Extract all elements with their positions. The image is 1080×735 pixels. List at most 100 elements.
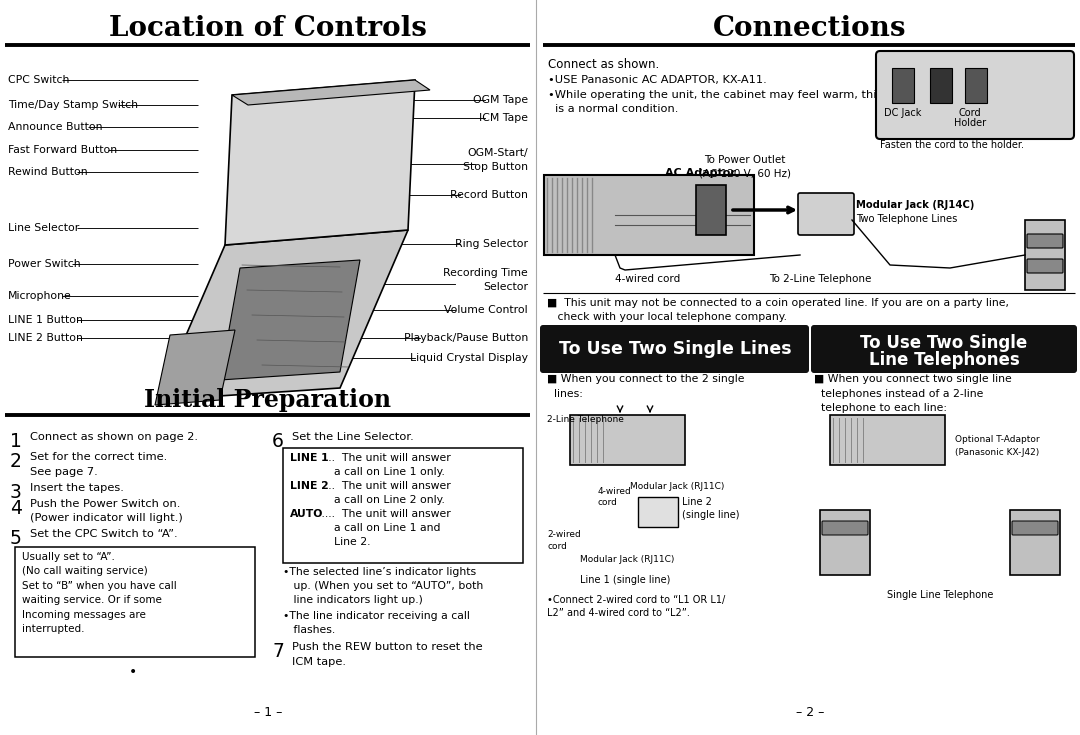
Text: Cord: Cord xyxy=(959,108,982,118)
Text: See page 7.: See page 7. xyxy=(30,467,98,477)
Text: LINE 2 Button: LINE 2 Button xyxy=(8,333,83,343)
Text: Push the REW button to reset the: Push the REW button to reset the xyxy=(292,642,483,652)
Text: 6: 6 xyxy=(272,432,284,451)
Text: 2: 2 xyxy=(10,452,22,471)
Text: Line 2.: Line 2. xyxy=(334,537,370,547)
Text: Modular Jack (RJ11C): Modular Jack (RJ11C) xyxy=(580,555,674,564)
Text: Single Line Telephone: Single Line Telephone xyxy=(887,590,994,600)
Text: (AC 120 V, 60 Hz): (AC 120 V, 60 Hz) xyxy=(699,168,791,178)
Text: ■ When you connect to the 2 single: ■ When you connect to the 2 single xyxy=(546,374,744,384)
Text: 4-wired cord: 4-wired cord xyxy=(616,274,680,284)
Bar xyxy=(831,415,945,465)
Text: ....  The unit will answer: .... The unit will answer xyxy=(318,453,450,463)
Text: AUTO: AUTO xyxy=(291,509,323,519)
Text: Set the CPC Switch to “A”.: Set the CPC Switch to “A”. xyxy=(30,529,177,539)
Text: LINE 1: LINE 1 xyxy=(291,453,328,463)
Bar xyxy=(930,68,951,103)
Text: a call on Line 2 only.: a call on Line 2 only. xyxy=(334,495,445,505)
FancyBboxPatch shape xyxy=(1012,521,1058,535)
Text: Line 2: Line 2 xyxy=(681,497,712,507)
FancyBboxPatch shape xyxy=(822,521,868,535)
Text: ICM Tape: ICM Tape xyxy=(480,113,528,123)
Text: Announce Button: Announce Button xyxy=(8,122,103,132)
Text: (single line): (single line) xyxy=(681,510,740,520)
Text: CPC Switch: CPC Switch xyxy=(8,75,69,85)
Text: Modular Jack (RJ14C): Modular Jack (RJ14C) xyxy=(856,200,974,210)
Polygon shape xyxy=(232,80,430,105)
Text: Insert the tapes.: Insert the tapes. xyxy=(30,483,124,493)
Text: DC Jack: DC Jack xyxy=(885,108,921,118)
Text: 3: 3 xyxy=(10,483,22,502)
Text: Selector: Selector xyxy=(483,282,528,292)
Text: – 1 –: – 1 – xyxy=(254,706,282,719)
Text: 1: 1 xyxy=(10,432,22,451)
Text: Rewind Button: Rewind Button xyxy=(8,167,87,177)
Text: LINE 1 Button: LINE 1 Button xyxy=(8,315,83,325)
Text: To Use Two Single Lines: To Use Two Single Lines xyxy=(558,340,792,358)
Text: 7: 7 xyxy=(272,642,284,661)
Polygon shape xyxy=(225,80,415,245)
Bar xyxy=(966,68,987,103)
FancyBboxPatch shape xyxy=(811,325,1077,373)
Text: To 2-Line Telephone: To 2-Line Telephone xyxy=(769,274,872,284)
Text: To Use Two Single: To Use Two Single xyxy=(861,334,1028,352)
Text: Location of Controls: Location of Controls xyxy=(109,15,427,41)
Text: ....  The unit will answer: .... The unit will answer xyxy=(318,481,450,491)
Text: AC Adaptor: AC Adaptor xyxy=(664,168,735,178)
FancyBboxPatch shape xyxy=(876,51,1074,139)
Text: Playback/Pause Button: Playback/Pause Button xyxy=(404,333,528,343)
Text: Two Telephone Lines: Two Telephone Lines xyxy=(856,214,957,224)
FancyBboxPatch shape xyxy=(1027,234,1063,248)
Text: telephone to each line:: telephone to each line: xyxy=(821,403,947,413)
FancyBboxPatch shape xyxy=(283,448,523,563)
Text: 5: 5 xyxy=(10,529,22,548)
Text: Line 1 (single line): Line 1 (single line) xyxy=(580,575,671,585)
Text: Power Switch: Power Switch xyxy=(8,259,81,269)
Text: Fasten the cord to the holder.: Fasten the cord to the holder. xyxy=(880,140,1024,150)
Text: •The selected line’s indicator lights: •The selected line’s indicator lights xyxy=(283,567,476,577)
Text: is a normal condition.: is a normal condition. xyxy=(555,104,678,114)
Text: Modular Jack (RJ11C): Modular Jack (RJ11C) xyxy=(630,482,725,491)
Text: Volume Control: Volume Control xyxy=(444,305,528,315)
Text: Set for the correct time.: Set for the correct time. xyxy=(30,452,167,462)
Text: lines:: lines: xyxy=(554,389,583,399)
Text: Recording Time: Recording Time xyxy=(443,268,528,278)
Text: 2-Line Telephone: 2-Line Telephone xyxy=(546,415,624,424)
Text: Connect as shown.: Connect as shown. xyxy=(548,58,659,71)
Bar xyxy=(1010,510,1059,575)
Text: Connections: Connections xyxy=(713,15,907,41)
Text: •: • xyxy=(129,665,137,679)
Text: up. (When you set to “AUTO”, both: up. (When you set to “AUTO”, both xyxy=(283,581,483,591)
Text: LINE 2: LINE 2 xyxy=(291,481,328,491)
Bar xyxy=(570,415,685,465)
Text: (Panasonic KX-J42): (Panasonic KX-J42) xyxy=(955,448,1039,457)
Text: Set the Line Selector.: Set the Line Selector. xyxy=(292,432,414,442)
Text: 2-wired: 2-wired xyxy=(546,530,581,539)
Text: Record Button: Record Button xyxy=(450,190,528,200)
Text: L2” and 4-wired cord to “L2”.: L2” and 4-wired cord to “L2”. xyxy=(546,608,690,618)
Text: Time/Day Stamp Switch: Time/Day Stamp Switch xyxy=(8,100,138,110)
Bar xyxy=(892,68,914,103)
Bar xyxy=(1025,220,1065,290)
Bar xyxy=(696,185,726,235)
FancyBboxPatch shape xyxy=(1027,259,1063,273)
Text: a call on Line 1 only.: a call on Line 1 only. xyxy=(334,467,445,477)
Text: Initial Preparation: Initial Preparation xyxy=(145,388,391,412)
Text: Holder: Holder xyxy=(954,118,986,128)
Bar xyxy=(638,497,678,527)
Text: Line Telephones: Line Telephones xyxy=(868,351,1020,369)
Text: Stop Button: Stop Button xyxy=(463,162,528,172)
Bar xyxy=(544,175,754,255)
Text: •While operating the unit, the cabinet may feel warm, this: •While operating the unit, the cabinet m… xyxy=(548,90,882,100)
Text: •USE Panasonic AC ADAPTOR, KX-A11.: •USE Panasonic AC ADAPTOR, KX-A11. xyxy=(548,75,767,85)
Polygon shape xyxy=(156,330,235,405)
Text: 4-wired: 4-wired xyxy=(598,487,632,496)
FancyBboxPatch shape xyxy=(15,547,255,657)
Text: cord: cord xyxy=(546,542,567,551)
Text: flashes.: flashes. xyxy=(283,625,335,635)
Bar xyxy=(820,510,870,575)
Text: Connect as shown on page 2.: Connect as shown on page 2. xyxy=(30,432,198,442)
FancyBboxPatch shape xyxy=(540,325,809,373)
Text: ....  The unit will answer: .... The unit will answer xyxy=(318,509,450,519)
Text: OGM-Start/: OGM-Start/ xyxy=(468,148,528,158)
